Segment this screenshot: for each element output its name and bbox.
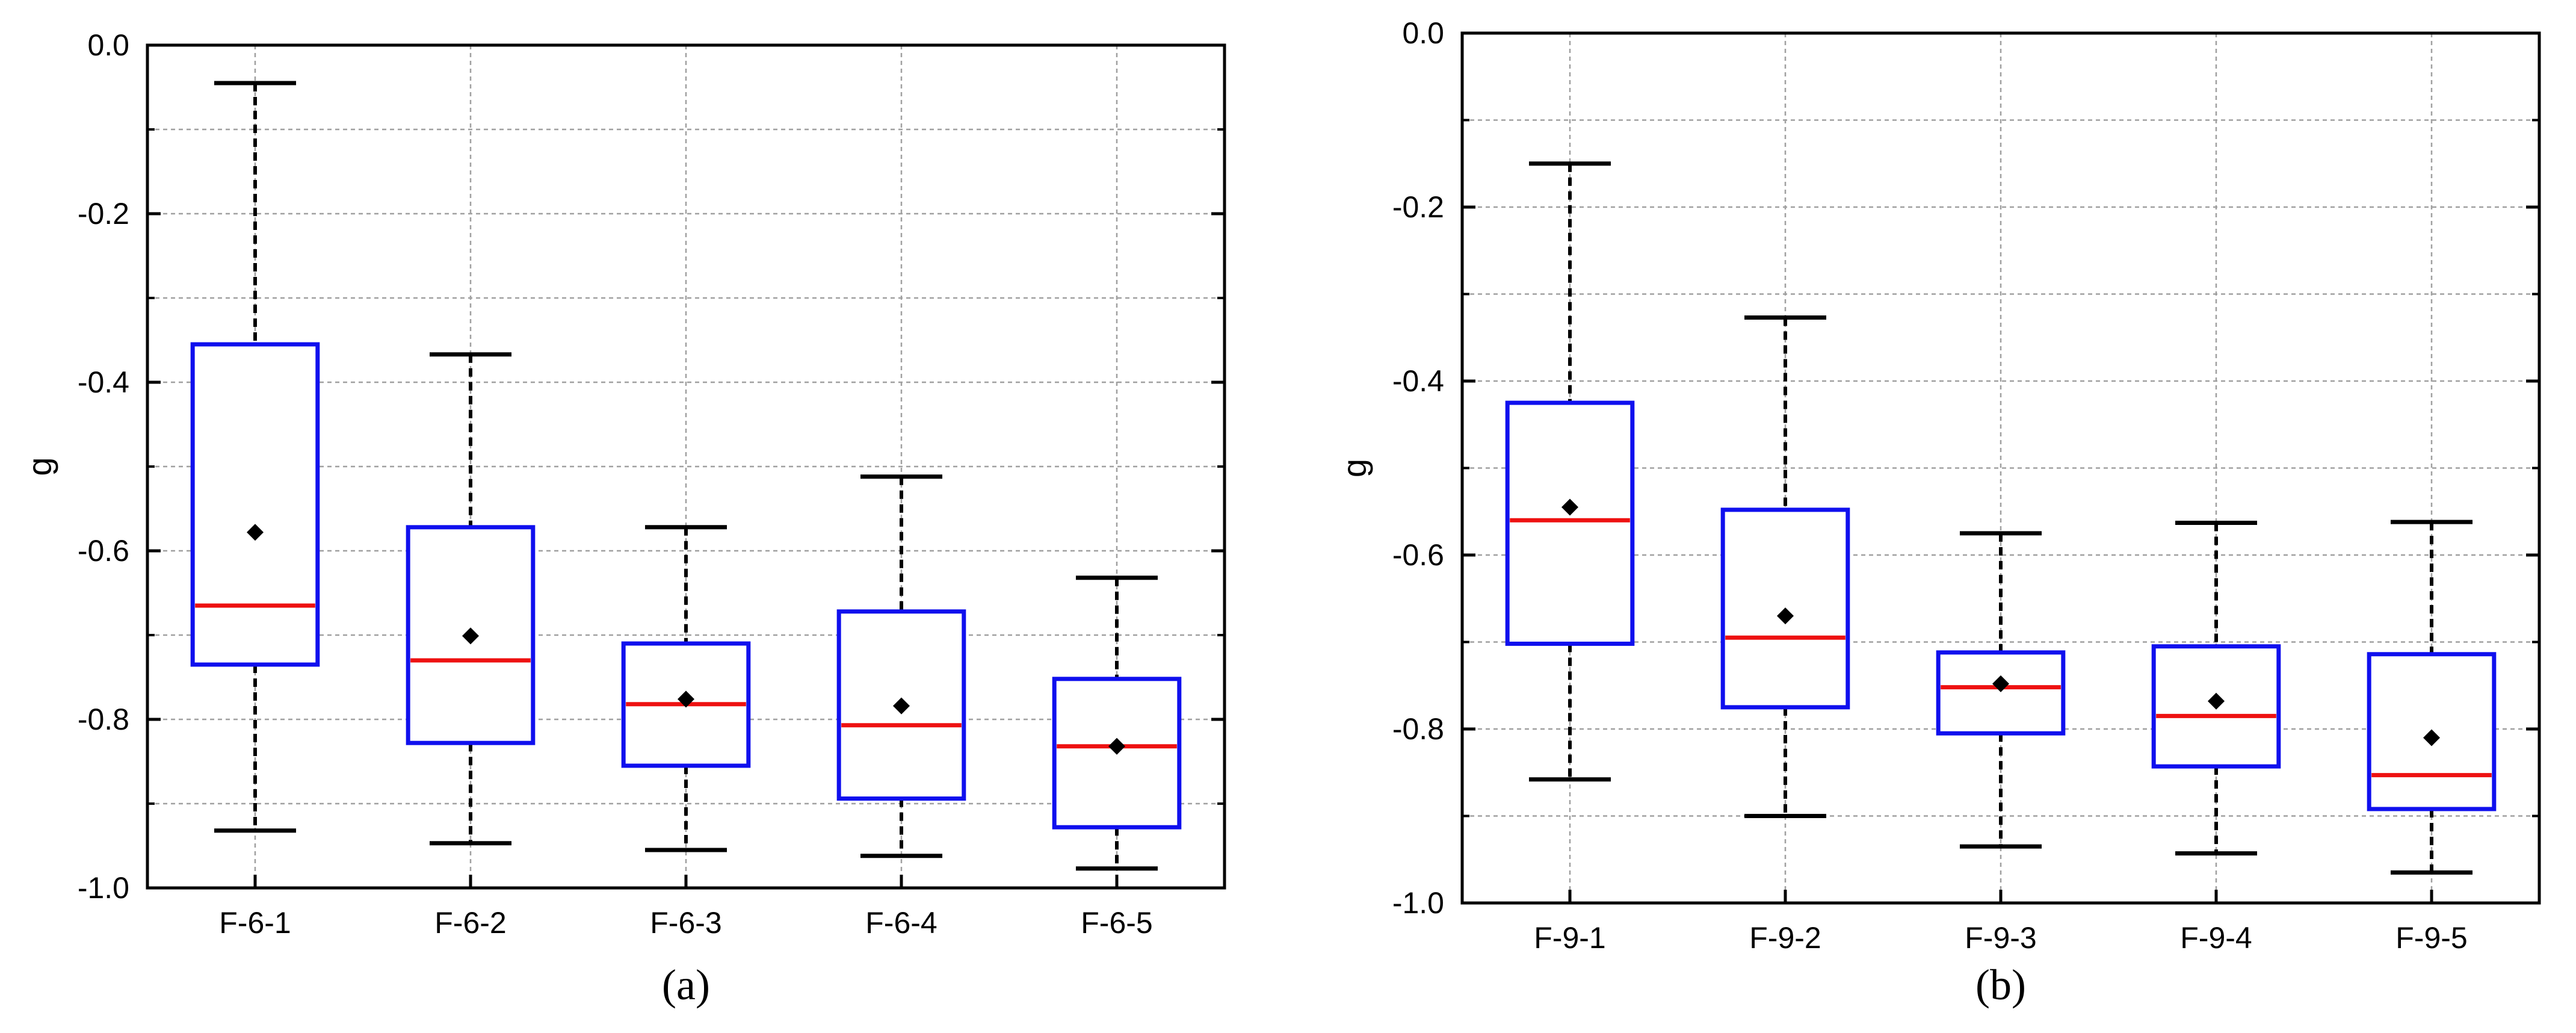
x-tick-label: F-9-3 xyxy=(1965,921,2036,955)
box-F-9-3 xyxy=(1936,531,2066,849)
x-tick-label: F-6-3 xyxy=(650,906,721,940)
y-tick-label: -0.6 xyxy=(78,534,129,568)
y-axis-label: g xyxy=(20,457,58,476)
mean-marker xyxy=(2423,729,2440,746)
mean-marker xyxy=(247,524,264,541)
mean-marker xyxy=(678,690,694,708)
iqr-box xyxy=(1936,650,2066,736)
box-F-6-5 xyxy=(1052,575,1182,871)
x-tick-label: F-9-4 xyxy=(2180,921,2252,955)
panel-caption: (a) xyxy=(662,961,710,1009)
x-tick-label: F-9-5 xyxy=(2395,921,2467,955)
y-tick-label: -0.6 xyxy=(1392,538,1444,572)
y-tick-label: -0.4 xyxy=(78,365,129,399)
mean-marker xyxy=(893,697,910,715)
x-tick-label: F-6-1 xyxy=(219,906,291,940)
x-tick-label: F-6-2 xyxy=(434,906,506,940)
y-tick-label: -0.8 xyxy=(1392,712,1444,746)
box-F-6-4 xyxy=(836,474,966,858)
mean-marker xyxy=(2208,692,2225,710)
y-tick-label: -1.0 xyxy=(78,871,129,905)
box-F-9-1 xyxy=(1505,161,1635,782)
x-tick-label: F-9-1 xyxy=(1534,921,1605,955)
iqr-box xyxy=(190,342,320,667)
box-F-6-3 xyxy=(621,525,751,852)
y-tick-label: -0.8 xyxy=(78,703,129,736)
y-tick-label: 0.0 xyxy=(1402,16,1444,50)
y-tick-label: -0.2 xyxy=(78,197,129,231)
y-tick-label: -1.0 xyxy=(1392,886,1444,920)
box-F-9-4 xyxy=(2151,521,2281,856)
box-F-6-2 xyxy=(406,352,536,846)
chart-panel-b: 0.0 -0.2 -0.4 -0.6 -0.8 -1.0 F-9-1 F-9-2 F-9-3 F-… xyxy=(1335,16,2541,1009)
mean-marker xyxy=(1561,498,1578,516)
mean-marker xyxy=(1108,737,1125,755)
x-tick-label: F-6-5 xyxy=(1081,906,1152,940)
panel-caption: (b) xyxy=(1975,961,2026,1009)
iqr-box xyxy=(1505,400,1635,646)
box-F-6-1 xyxy=(190,81,320,833)
y-tick-label: -0.4 xyxy=(1392,364,1444,398)
mean-marker xyxy=(1992,675,2009,692)
y-tick-label: 0.0 xyxy=(87,28,129,62)
y-axis-label: g xyxy=(1335,459,1373,477)
chart-panel-a: 0.0 -0.2 -0.4 -0.6 -0.8 -1.0 F-6-1 F-6-2 F-6-3 F-… xyxy=(20,28,1226,1009)
y-tick-label: -0.2 xyxy=(1392,190,1444,224)
mean-marker xyxy=(462,627,479,645)
mean-marker xyxy=(1777,607,1794,625)
box-F-9-2 xyxy=(1720,315,1850,818)
box-F-9-5 xyxy=(2367,520,2497,875)
x-tick-label: F-6-4 xyxy=(865,906,937,940)
x-tick-label: F-9-2 xyxy=(1749,921,1821,955)
